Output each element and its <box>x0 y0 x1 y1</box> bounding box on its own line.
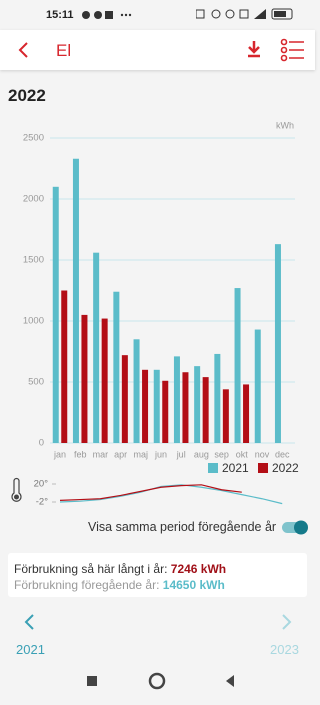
page-title: El <box>56 41 72 60</box>
bar <box>72 158 79 444</box>
x-tick-label: apr <box>114 449 127 459</box>
bar <box>153 369 160 443</box>
x-tick-label: maj <box>134 449 149 459</box>
bar <box>214 353 221 443</box>
bar <box>142 369 149 443</box>
legend-label: 2021 <box>222 461 249 475</box>
previous-year[interactable]: 2021 <box>16 642 45 657</box>
menu-button[interactable] <box>280 38 306 62</box>
y-tick-label: 20° <box>34 479 49 490</box>
x-tick-label: jul <box>176 449 186 459</box>
x-tick-label: feb <box>74 449 87 459</box>
x-tick-label: okt <box>236 449 249 459</box>
clock: 15:11 <box>46 9 74 21</box>
y-tick-label: 0 <box>39 438 44 449</box>
status-icons <box>82 11 132 19</box>
y-tick-label: 2000 <box>23 194 44 205</box>
y-tick-label: 1000 <box>23 316 44 327</box>
y-tick-label: 2500 <box>23 133 44 144</box>
x-tick-label: mar <box>93 449 109 459</box>
nav-buttons <box>87 672 234 690</box>
status-bar: 15:11 <box>0 0 315 30</box>
x-tick-label: aug <box>194 449 209 459</box>
x-tick-label: dec <box>275 449 290 459</box>
y-tick-label: 500 <box>28 377 44 388</box>
bar <box>222 389 229 443</box>
toggle-switch[interactable] <box>280 517 310 537</box>
bar <box>121 355 128 443</box>
thermometer-bulb <box>14 494 19 500</box>
year-heading: 2022 <box>8 86 46 105</box>
bar <box>173 356 180 443</box>
bar <box>234 288 241 443</box>
legend-swatch <box>258 463 268 473</box>
y-unit: kWh <box>276 120 294 130</box>
y-tick-label: 1500 <box>23 255 44 266</box>
bar <box>243 384 250 443</box>
legend-label: 2022 <box>272 461 299 475</box>
back-button[interactable] <box>14 40 34 60</box>
previous-year-arrow[interactable] <box>20 612 40 632</box>
bar <box>101 318 108 443</box>
bar <box>202 377 209 443</box>
temperature-line <box>59 484 283 505</box>
temperature-line <box>59 484 242 501</box>
bar <box>61 290 68 443</box>
next-year-arrow[interactable] <box>276 612 296 632</box>
previous-row: Förbrukning föregående år: 14650 kWh <box>14 578 225 592</box>
summary-box: Förbrukning så här långt i år: 7246 kWh … <box>8 553 307 597</box>
y-tick-label: -2° <box>36 497 48 508</box>
next-year[interactable]: 2023 <box>270 642 299 657</box>
previous-label: Förbrukning föregående år: <box>14 578 160 592</box>
system-nav-bar <box>0 668 315 700</box>
bar <box>194 366 201 443</box>
system-icons <box>196 8 293 20</box>
bar <box>162 380 169 443</box>
legend-swatch <box>208 463 218 473</box>
bar <box>274 244 281 443</box>
bar <box>182 372 189 443</box>
bar <box>81 314 88 443</box>
toggle-label: Visa samma period föregående år <box>88 520 277 534</box>
bar <box>133 339 140 443</box>
thermometer-icon <box>11 477 22 502</box>
current-row: Förbrukning så här långt i år: 7246 kWh <box>14 562 226 576</box>
screen: {"status_bar":{"time":"15:11"}, "header"… <box>0 0 315 700</box>
x-tick-label: jan <box>53 449 66 459</box>
current-value: 7246 kWh <box>170 562 227 576</box>
current-label: Förbrukning så här långt i år: <box>14 562 168 576</box>
x-tick-label: nov <box>255 449 270 459</box>
x-tick-label: sep <box>214 449 229 459</box>
bar <box>113 291 120 443</box>
download-button[interactable] <box>244 39 264 59</box>
bar <box>93 252 100 443</box>
x-tick-label: jun <box>154 449 167 459</box>
previous-value: 14650 kWh <box>162 578 225 592</box>
bar <box>254 329 261 443</box>
bar <box>52 186 59 444</box>
app-bar: El <box>0 30 315 70</box>
page: El html,body{margin:0;padding:0;width:31… <box>0 0 315 700</box>
